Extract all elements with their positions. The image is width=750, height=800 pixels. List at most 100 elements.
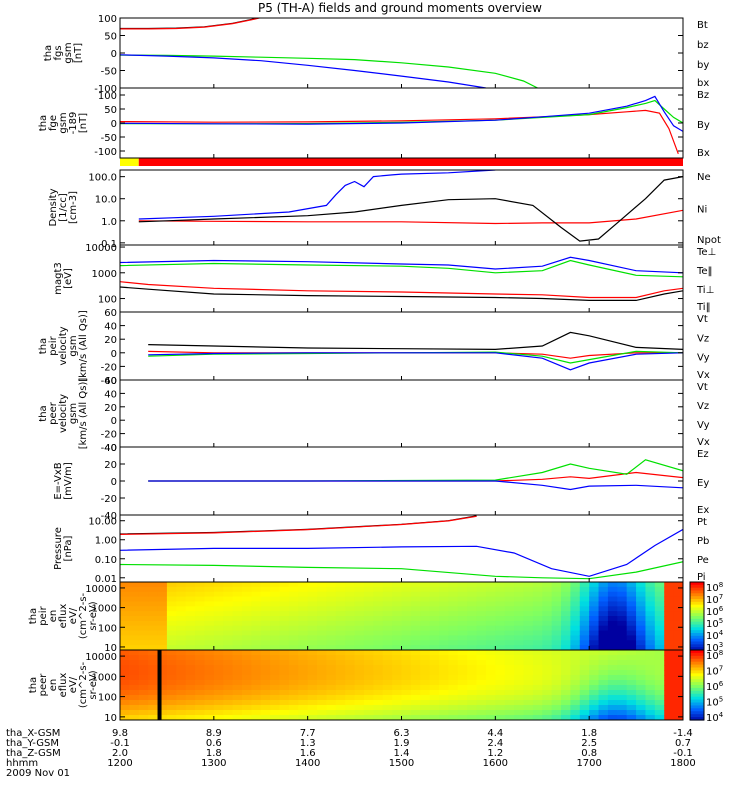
- panel-peir_spec-colorbar-step: [690, 621, 704, 626]
- panel-peer_spec-cell: [429, 675, 440, 681]
- panel-peer_spec-cell: [617, 670, 628, 676]
- panel-peer_spec-cell: [241, 690, 252, 696]
- panel-peir_spec-cell: [204, 591, 215, 598]
- panel-peir_spec-cell: [504, 630, 515, 637]
- panel-peir_spec-cell: [223, 635, 234, 641]
- panel-peir_spec-colorbar-step: [690, 596, 704, 600]
- panel-peer_spec-cell: [401, 650, 412, 656]
- panel-peer_spec-cell: [476, 710, 487, 716]
- xaxis-tick-value: 2.5: [581, 738, 597, 749]
- panel-peer_spec-cell: [532, 685, 543, 691]
- panel-peir_spec-cell: [410, 582, 421, 588]
- panel-peir_spec-cell: [138, 616, 149, 622]
- panel-peer_spec-cell: [120, 660, 130, 666]
- panel-peer_spec-cell: [598, 665, 609, 671]
- panel-peir_spec-cell: [607, 601, 618, 607]
- panel-peir_spec-cell: [626, 625, 637, 632]
- panel-fgs-ytick-label: -50: [101, 67, 117, 78]
- panel-peir_spec-cell: [157, 586, 168, 593]
- panel-peir_spec-cell: [288, 616, 299, 622]
- panel-peer_spec-colorbar-label: 108: [706, 649, 723, 662]
- xaxis-row-label-4: 2009 Nov 01: [6, 768, 70, 779]
- panel-peer_spec-cell: [129, 675, 140, 681]
- panel-peir_spec-cell: [195, 635, 206, 641]
- panel-peir_spec-cell: [129, 591, 140, 598]
- panel-peir_spec-ytick-label: 1000: [92, 604, 117, 615]
- panel-peer_spec-cell: [279, 670, 290, 676]
- panel-peir_spec-cell: [120, 606, 130, 612]
- panel-peer_spec-cell: [241, 655, 252, 661]
- panel-peir_spec-cell: [636, 635, 647, 641]
- panel-peer_spec-cell: [654, 655, 665, 661]
- panel-peir_spec-cell: [495, 606, 506, 612]
- panel-peer_spec-cell: [673, 710, 683, 716]
- panel-peer_spec-cell: [645, 650, 656, 656]
- panel-peir_spec-cell: [429, 635, 440, 641]
- panel-peer_spec-cell: [345, 710, 356, 716]
- panel-peir_spec-cell: [654, 630, 665, 637]
- panel-peer_spec-cell: [138, 660, 149, 666]
- panel-peir_spec-colorbar-exp: 8: [719, 581, 723, 589]
- panel-peir_spec-cell: [429, 591, 440, 598]
- panel-peer_spec-cell: [401, 660, 412, 666]
- panel-peir_spec-cell: [410, 611, 421, 617]
- panel-peer_spec-cell: [551, 665, 562, 671]
- panel-peer_spec-cell: [335, 685, 346, 691]
- panel-peir_spec-cell: [467, 596, 478, 603]
- panel-peer_spec-cell: [429, 680, 440, 686]
- panel-peir_spec-cell: [645, 645, 656, 650]
- panel-peir_spec-cell: [232, 606, 243, 612]
- panel-peer_spec-cell: [298, 675, 309, 681]
- panel-peer_spec-colorbar-exp: 7: [719, 665, 723, 673]
- panel-peer_spec-cell: [514, 695, 525, 701]
- panel-peer_spec-cell: [654, 690, 665, 696]
- panel-peir_spec-cell: [401, 582, 412, 588]
- panel-peer_spec-cell: [185, 710, 196, 716]
- panel-peer_spec-cell: [185, 705, 196, 711]
- panel-peer_spec-cell: [523, 705, 534, 711]
- panel-peer_spec-cell: [617, 695, 628, 701]
- panel-peer_spec-colorbar-label: 106: [706, 680, 724, 693]
- panel-peer_spec-cell: [373, 710, 384, 716]
- panel-peer_spec-cell: [598, 695, 609, 701]
- panel-peer_spec-cell: [504, 715, 515, 720]
- panel-peer_spec-cell: [664, 680, 675, 686]
- panel-peer_spec-cell: [636, 675, 647, 681]
- panel-peer_spec-cell: [270, 690, 281, 696]
- panel-peir_spec-cell: [485, 611, 496, 617]
- panel-peir_spec-cell: [382, 616, 393, 622]
- panel-peer_spec-cell: [148, 715, 159, 720]
- panel-peir_spec-cell: [260, 625, 271, 632]
- panel-peir_spec-cell: [514, 625, 525, 632]
- panel-peir_spec-cell: [495, 635, 506, 641]
- panel-peer_spec-cell: [476, 705, 487, 711]
- panel-fgs-ylabel-line: gsm: [63, 42, 74, 63]
- panel-peer_spec-cell: [195, 685, 206, 691]
- panel-peir_spec-cell: [382, 582, 393, 588]
- panel-peer_spec-cell: [195, 690, 206, 696]
- panel-peer_spec-cell: [241, 695, 252, 701]
- panel-peir_spec-cell: [673, 591, 683, 598]
- panel-peer_spec-cell: [401, 685, 412, 691]
- panel-fge-ylabel-line: tha: [38, 115, 49, 131]
- panel-peer_spec-cell: [551, 705, 562, 711]
- panel-peir_velocity-ytick-label: 40: [104, 322, 117, 333]
- panel-temperature-legend-te⊥: Te⊥: [696, 247, 716, 258]
- panel-peer_spec-cell: [213, 715, 224, 720]
- panel-peer_spec-cell: [504, 670, 515, 676]
- panel-peer_spec-cell: [382, 700, 393, 706]
- panel-peer_spec-cell: [232, 660, 243, 666]
- panel-peer_spec-cell: [148, 705, 159, 711]
- panel-fge-ylabel-line: gsm: [58, 112, 69, 133]
- panel-peir_spec-cell: [157, 635, 168, 641]
- panel-peir_spec-cell: [401, 620, 412, 627]
- panel-peer_spec-cell: [307, 665, 318, 671]
- panel-peer_spec-cell: [298, 710, 309, 716]
- panel-peer_spec-cell: [354, 705, 365, 711]
- panel-peir_spec-cell: [129, 601, 140, 607]
- panel-peer_spec-ylabel-line: eV/: [68, 676, 79, 693]
- panel-peir_spec-cell: [626, 616, 637, 622]
- panel-peer_spec-cell: [420, 690, 431, 696]
- panel-peir_spec-cell: [570, 640, 581, 646]
